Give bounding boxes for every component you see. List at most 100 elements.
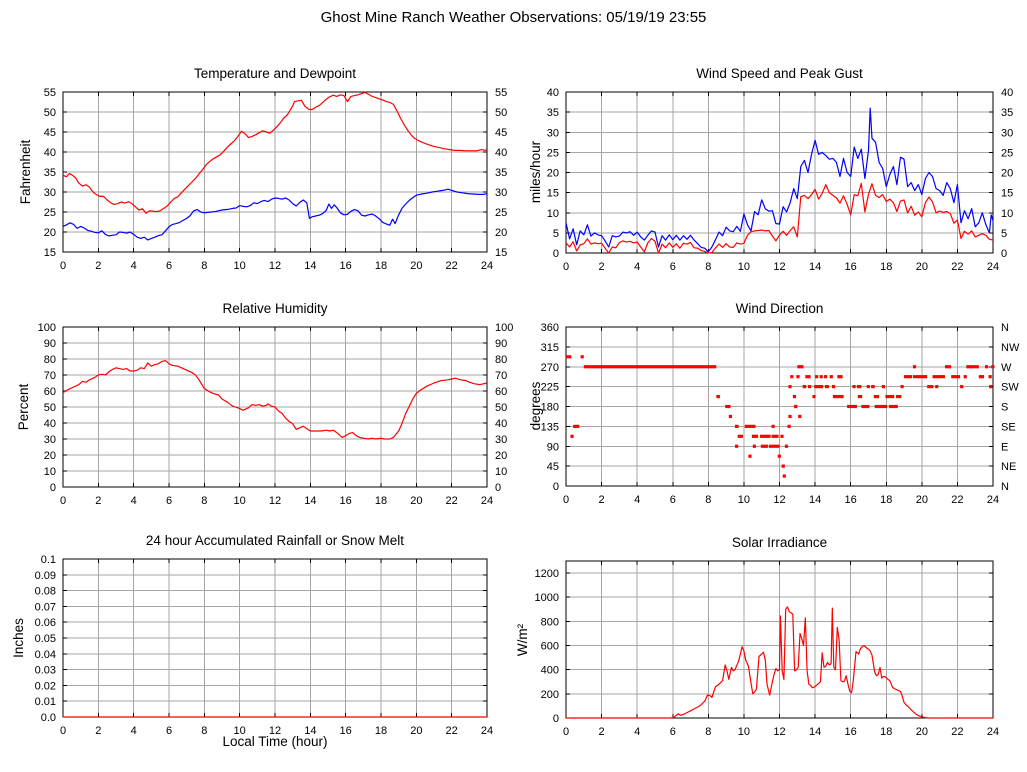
x-tick-label: 2 — [95, 725, 101, 737]
wind-direction-marker — [815, 375, 819, 379]
y-tick-label: 35 — [547, 107, 559, 119]
y-tick-label-right: 40 — [495, 418, 507, 430]
y-tick-label: 315 — [541, 342, 559, 354]
y-tick-label: 45 — [547, 461, 559, 473]
wind-direction-marker — [912, 365, 917, 369]
wind-direction-marker — [788, 414, 792, 419]
wind-direction-marker — [978, 375, 985, 379]
x-tick-label: 18 — [880, 261, 892, 273]
wind-direction-marker — [832, 394, 844, 399]
x-tick-label: 12 — [269, 725, 281, 737]
y-tick-label-right: 25 — [1001, 147, 1013, 159]
wind-direction-marker — [788, 385, 792, 389]
wind-direction-marker — [771, 434, 779, 438]
wind-speed-line — [565, 182, 994, 254]
wind-direction-marker — [570, 434, 574, 438]
x-tick-label: 6 — [166, 725, 172, 737]
x-tick-label: 14 — [809, 494, 821, 506]
wind-speed-gust-chart: 0 2 4 6 8 10 12 14 16 18 20 22 240510152025303540051… — [547, 87, 1014, 273]
y-tick-label: 15 — [44, 247, 56, 259]
y-tick-label-right: 80 — [495, 354, 507, 366]
y-tick-label: 0.01 — [35, 696, 56, 708]
x-tick-label: 12 — [773, 494, 785, 506]
wind-direction-marker — [932, 375, 946, 379]
y-tick-label: 50 — [44, 107, 56, 119]
y-tick-label: 1200 — [535, 568, 559, 580]
wind-direction-marker — [805, 375, 811, 379]
wind-direction-marker — [787, 424, 791, 428]
x-tick-label: 10 — [738, 726, 750, 738]
y-tick-label: 135 — [541, 421, 559, 433]
y-tick-label: 600 — [541, 641, 559, 653]
y-tick-label: 90 — [547, 441, 559, 453]
y-tick-label: 15 — [547, 188, 559, 200]
y-tick-label-right: 15 — [495, 247, 507, 259]
x-tick-label: 22 — [446, 725, 458, 737]
wind-direction-y-axis-label: degrees — [528, 381, 543, 431]
temperature-dewpoint-chart: 0 2 4 6 8 10 12 14 16 18 20 22 241520253035404550551… — [44, 87, 508, 272]
wind-direction-marker — [888, 404, 898, 409]
x-tick-label: 18 — [375, 260, 387, 272]
wind-direction-marker — [752, 444, 757, 448]
y-tick-label-right: 70 — [495, 370, 507, 382]
y-tick-label: 25 — [44, 207, 56, 219]
y-tick-label-right: 0 — [1001, 248, 1007, 260]
y-tick-label: 20 — [44, 227, 56, 239]
wind-direction-marker — [861, 404, 870, 409]
temperature-y-axis-label: Fahrenheit — [18, 139, 33, 205]
y-tick-label: 40 — [547, 87, 559, 99]
y-tick-label: 0 — [553, 248, 559, 260]
x-tick-label: 22 — [446, 495, 458, 507]
y-tick-label: 0.0 — [41, 712, 56, 724]
y-tick-label: 360 — [541, 322, 559, 334]
x-tick-label: 20 — [410, 260, 422, 272]
page-title: Ghost Mine Ranch Weather Observations: 0… — [320, 9, 707, 26]
wind-direction-marker — [751, 434, 759, 438]
x-tick-label: 0 — [563, 726, 569, 738]
x-tick-label: 6 — [670, 261, 676, 273]
x-tick-label: 2 — [599, 494, 605, 506]
wind-direction-marker — [829, 375, 833, 379]
y-tick-label: 35 — [44, 167, 56, 179]
y-tick-label: 225 — [541, 382, 559, 394]
x-tick-label: 10 — [234, 725, 246, 737]
y-tick-label-right: 20 — [495, 227, 507, 239]
x-tick-label: 22 — [951, 494, 963, 506]
x-tick-label: 22 — [446, 260, 458, 272]
wind-direction-marker — [960, 385, 964, 389]
x-tick-label: 16 — [340, 725, 352, 737]
wind-direction-marker — [951, 375, 961, 379]
wind-direction-marker — [871, 385, 875, 389]
x-tick-label: 0 — [563, 494, 569, 506]
wind-direction-marker — [852, 385, 856, 389]
x-tick-label: 2 — [599, 261, 605, 273]
wind-direction-marker — [873, 394, 880, 399]
y-tick-label: 0.03 — [35, 665, 56, 677]
y-tick-label-right: 55 — [495, 87, 507, 99]
wind-direction-marker — [796, 375, 800, 379]
wind-direction-marker — [857, 394, 863, 399]
y-tick-label-right: SW — [1001, 382, 1019, 394]
wind-direction-marker — [831, 385, 836, 389]
wind-direction-marker — [771, 424, 775, 428]
y-tick-label: 0.07 — [35, 601, 56, 613]
x-tick-label: 4 — [634, 261, 640, 273]
x-tick-label: 4 — [131, 495, 137, 507]
temperature-chart-title: Temperature and Dewpoint — [193, 66, 357, 81]
wind-direction-marker — [737, 434, 743, 438]
x-tick-label: 18 — [880, 494, 892, 506]
solar-chart-title: Solar Irradiance — [731, 535, 828, 550]
wind-direction-marker — [856, 385, 862, 389]
wind-direction-marker — [935, 385, 939, 389]
y-tick-label-right: 50 — [495, 402, 507, 414]
wind-direction-marker — [874, 404, 888, 409]
x-tick-label: 4 — [634, 726, 640, 738]
wind-direction-marker — [748, 454, 752, 458]
x-tick-label: 8 — [201, 260, 207, 272]
x-tick-label: 2 — [95, 495, 101, 507]
y-tick-label-right: 30 — [1001, 127, 1013, 139]
x-tick-label: 8 — [705, 494, 711, 506]
y-tick-label-right: 20 — [1001, 168, 1013, 180]
y-tick-label-right: 0 — [495, 482, 501, 494]
